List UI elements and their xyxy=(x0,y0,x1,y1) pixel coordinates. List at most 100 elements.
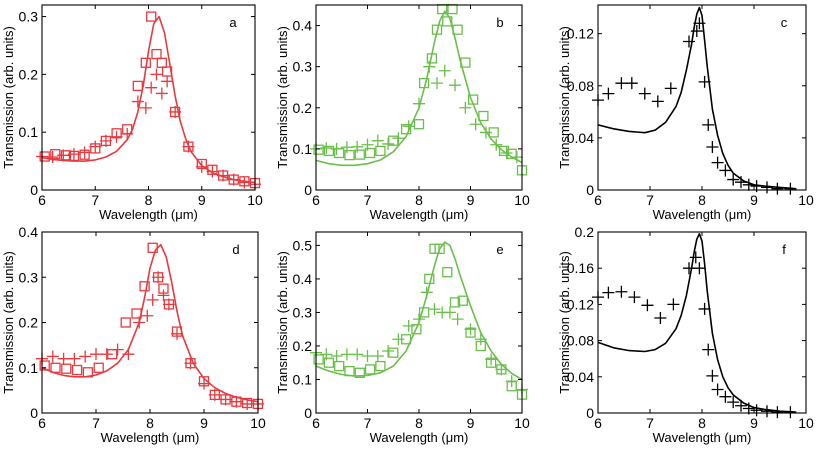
cross-marker xyxy=(651,95,664,108)
panel-c: 6 7 8 9 10 0 0.04 0.08 0.12 Wavelength (μm) Transm… xyxy=(557,4,814,222)
cross-marker xyxy=(219,393,232,406)
square-marker xyxy=(457,295,468,306)
cross-marker xyxy=(171,327,183,340)
y-tick-label: 0 xyxy=(304,182,312,198)
cross-marker xyxy=(169,105,182,118)
square-marker xyxy=(447,3,458,15)
cross-marker xyxy=(90,348,102,361)
cross-marker xyxy=(727,396,740,409)
cross-marker xyxy=(241,397,254,410)
cross-marker xyxy=(625,77,638,90)
x-axis-label: Wavelength (μm) xyxy=(101,430,200,445)
square-marker xyxy=(50,149,61,160)
square-marker xyxy=(313,354,324,365)
cross-marker xyxy=(227,173,240,186)
x-tick-label: 9 xyxy=(200,415,208,431)
square-marker xyxy=(50,362,61,373)
series-line-e xyxy=(315,241,523,381)
y-tick-label: 0.2 xyxy=(19,66,39,82)
square-marker xyxy=(442,267,453,278)
cross-marker xyxy=(238,176,251,189)
y-axis-label: Transmission (arb. units) xyxy=(557,251,572,394)
square-marker xyxy=(452,24,463,35)
cross-marker xyxy=(693,262,706,275)
cross-marker xyxy=(690,25,703,38)
cross-marker xyxy=(361,350,374,363)
square-marker xyxy=(413,119,425,130)
cross-marker xyxy=(464,323,477,336)
square-marker xyxy=(364,147,376,159)
cross-marker xyxy=(182,140,195,153)
cross-marker xyxy=(46,350,59,363)
y-tick-label: 0.1 xyxy=(293,371,313,387)
cross-marker xyxy=(784,182,797,195)
cross-marker xyxy=(706,369,719,382)
cross-marker xyxy=(784,406,797,419)
cross-marker xyxy=(702,343,715,356)
cross-marker xyxy=(371,350,384,363)
x-axis-label: Wavelength (μm) xyxy=(99,207,198,222)
x-tick-label: 10 xyxy=(514,415,530,431)
series-line-d xyxy=(41,243,259,403)
x-tick-label: 7 xyxy=(92,415,100,431)
cross-marker xyxy=(413,313,425,326)
square-marker xyxy=(400,124,412,135)
cross-marker xyxy=(330,142,343,155)
cross-marker xyxy=(683,262,695,275)
x-tick-label: 10 xyxy=(247,192,263,208)
panel-d: 6 7 8 9 10 0 0.1 0.2 0.3 0.4 Wavelength (μm) Transm… xyxy=(1,224,266,445)
cross-marker xyxy=(431,77,444,90)
cross-marker xyxy=(719,164,732,177)
cross-marker xyxy=(490,138,503,151)
cross-marker xyxy=(449,79,462,92)
square-marker xyxy=(82,367,94,378)
cross-marker xyxy=(392,132,405,145)
cross-marker xyxy=(133,316,146,329)
panel-label: f xyxy=(782,242,786,257)
axes-frame xyxy=(315,4,523,191)
cross-marker xyxy=(693,17,706,30)
y-tick-label: 0 xyxy=(30,182,38,198)
y-tick-label: 0 xyxy=(586,182,594,198)
square-marker xyxy=(147,242,158,253)
cross-marker xyxy=(162,298,175,311)
cross-marker xyxy=(68,352,81,365)
x-tick-label: 9 xyxy=(750,415,758,431)
cross-marker xyxy=(361,138,374,151)
cross-marker xyxy=(139,101,152,114)
y-tick-label: 0.3 xyxy=(293,304,313,320)
cross-marker xyxy=(459,101,472,114)
square-marker xyxy=(71,364,83,376)
axes-frame xyxy=(41,231,259,414)
panel-label: e xyxy=(496,242,503,257)
cross-marker xyxy=(110,130,123,143)
cross-marker xyxy=(495,363,508,376)
cross-marker xyxy=(99,134,112,147)
square-marker xyxy=(418,77,430,89)
x-tick-label: 10 xyxy=(798,192,814,208)
x-tick-label: 9 xyxy=(467,415,475,431)
y-tick-label: 0.16 xyxy=(567,260,594,276)
series-line-a xyxy=(41,15,256,184)
cross-marker xyxy=(340,141,353,154)
cross-marker xyxy=(443,306,456,319)
square-marker xyxy=(139,281,150,292)
x-tick-label: 8 xyxy=(698,415,706,431)
y-tick-label: 0.2 xyxy=(293,338,313,354)
square-marker xyxy=(120,317,131,328)
square-marker xyxy=(449,297,461,308)
cross-marker xyxy=(438,64,451,77)
x-axis-label: Wavelength (μm) xyxy=(370,430,469,445)
cross-marker xyxy=(510,151,523,164)
square-marker xyxy=(364,364,376,375)
cross-marker xyxy=(121,127,134,140)
y-axis-label: Transmission (arb. units) xyxy=(275,251,290,394)
x-tick-label: 9 xyxy=(467,192,475,208)
cross-marker xyxy=(750,404,763,417)
cross-marker xyxy=(392,333,405,346)
square-marker xyxy=(151,48,162,60)
cross-marker xyxy=(46,151,59,164)
x-tick-label: 9 xyxy=(750,192,758,208)
cross-marker xyxy=(761,405,773,418)
panel-label: c xyxy=(781,15,788,30)
